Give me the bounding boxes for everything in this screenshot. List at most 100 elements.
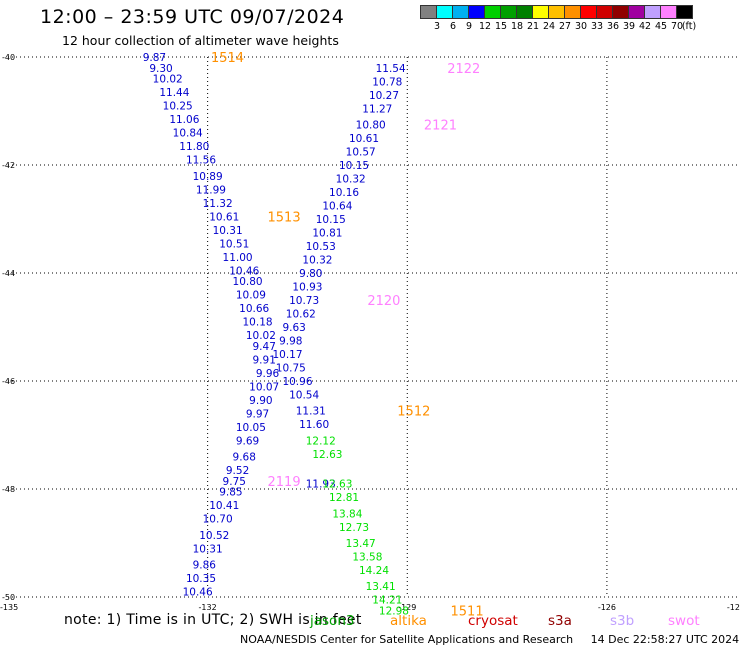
color-scale-label: 45 xyxy=(654,21,668,32)
color-swatch xyxy=(500,5,517,19)
wave-height-label: 10.64 xyxy=(322,201,352,213)
color-swatch xyxy=(580,5,597,19)
color-scale-label: 36 xyxy=(606,21,620,32)
wave-height-label: 12.98 xyxy=(379,606,409,618)
color-scale-label: 33 xyxy=(590,21,604,32)
wave-height-label: 13.47 xyxy=(346,538,376,550)
wave-height-label: 10.32 xyxy=(336,174,366,186)
wave-height-label: 11.56 xyxy=(186,155,216,167)
legend-item-cryosat: cryosat xyxy=(468,613,518,629)
wave-height-label: 10.51 xyxy=(219,238,249,250)
wave-height-label: 10.93 xyxy=(292,282,322,294)
wave-height-label: 10.52 xyxy=(199,530,229,542)
wave-height-label: 9.85 xyxy=(219,487,242,499)
wave-height-label: 10.16 xyxy=(329,187,359,199)
wave-height-label: 14.24 xyxy=(359,565,389,577)
wave-height-label: 10.15 xyxy=(316,214,346,226)
wave-height-label: 10.15 xyxy=(339,160,369,172)
x-tick-label: -12 xyxy=(727,603,740,612)
color-scale-label: 9 xyxy=(465,21,473,32)
color-scale-label: 3 xyxy=(433,21,441,32)
wave-height-label: 10.57 xyxy=(346,147,376,159)
color-scale-bar xyxy=(420,5,693,19)
legend-item-altika: altika xyxy=(390,613,427,629)
wave-height-label: 11.99 xyxy=(196,184,226,196)
color-scale-label: (ft) xyxy=(681,21,697,32)
wave-height-label: 9.87 xyxy=(143,52,166,64)
wave-height-label: 11.27 xyxy=(362,103,392,115)
color-swatch xyxy=(660,5,677,19)
wave-height-label: 10.09 xyxy=(236,290,266,302)
wave-height-label: 10.61 xyxy=(349,133,379,145)
color-swatch xyxy=(420,5,437,19)
wave-height-label: 12.12 xyxy=(306,435,336,447)
wave-height-label: 11.31 xyxy=(296,406,326,418)
wave-height-label: 9.52 xyxy=(226,465,249,477)
wave-height-label: 10.27 xyxy=(369,90,399,102)
pass-number-label: 1513 xyxy=(268,210,301,225)
footer-credit: NOAA/NESDIS Center for Satellite Applica… xyxy=(240,633,574,646)
wave-height-label: 10.35 xyxy=(186,573,216,585)
wave-height-label: 12.63 xyxy=(312,449,342,461)
wave-height-label: 11.60 xyxy=(299,419,329,431)
wave-height-label: 10.31 xyxy=(193,543,223,555)
color-scale-label: 15 xyxy=(494,21,508,32)
wave-height-label: 10.75 xyxy=(276,363,306,375)
wave-height-label: 10.81 xyxy=(312,228,342,240)
wave-height-label: 10.25 xyxy=(163,101,193,113)
wave-height-label: 9.97 xyxy=(246,408,269,420)
y-tick-label: -50 xyxy=(2,593,15,602)
wave-height-label: 10.89 xyxy=(193,171,223,183)
wave-height-label: 10.73 xyxy=(289,295,319,307)
wave-height-label: 12.81 xyxy=(329,492,359,504)
pass-number-label: 2121 xyxy=(424,119,457,134)
y-tick-label: -42 xyxy=(2,161,15,170)
wave-height-label: 13.41 xyxy=(366,581,396,593)
color-swatch xyxy=(484,5,501,19)
chart-marks: 9.879.3010.0211.4410.2511.0610.8411.8011… xyxy=(143,51,484,620)
color-swatch xyxy=(436,5,453,19)
wave-height-label: 11.44 xyxy=(159,87,189,99)
legend-item-s3b: s3b xyxy=(610,613,635,629)
wave-height-label: 9.47 xyxy=(253,341,276,353)
legend-item-jason3: jason3 xyxy=(310,613,355,629)
color-swatch xyxy=(468,5,485,19)
wave-height-label: 9.98 xyxy=(279,336,302,348)
color-scale-label: 24 xyxy=(542,21,556,32)
wave-height-label: 10.18 xyxy=(243,317,273,329)
color-scale-label: 70 xyxy=(670,21,684,32)
wave-height-label: 11.93 xyxy=(306,479,336,491)
wave-height-label: 13.58 xyxy=(352,552,382,564)
wave-height-label: 10.96 xyxy=(282,376,312,388)
chart-note: note: 1) Time is in UTC; 2) SWH is in fe… xyxy=(64,612,362,628)
color-swatch xyxy=(548,5,565,19)
wave-height-label: 10.78 xyxy=(372,76,402,88)
wave-height-label: 13.84 xyxy=(332,508,362,520)
wave-height-label: 9.30 xyxy=(149,63,172,75)
pass-number-label: 2119 xyxy=(268,475,301,490)
wave-height-label: 12.63 xyxy=(322,479,352,491)
wave-height-label: 10.66 xyxy=(239,303,269,315)
wave-height-label: 9.90 xyxy=(249,395,272,407)
color-scale-label: 18 xyxy=(510,21,524,32)
axis-tick-labels: -40-42-44-46-48-50-135-132-129-126-123-1… xyxy=(0,53,740,612)
wave-height-label: 10.17 xyxy=(272,349,302,361)
color-swatch xyxy=(516,5,533,19)
wave-height-label: 14.21 xyxy=(372,595,402,607)
color-scale-label: 27 xyxy=(558,21,572,32)
wave-height-label: 11.32 xyxy=(203,198,233,210)
color-swatch xyxy=(612,5,629,19)
pass-number-label: 1511 xyxy=(451,605,484,620)
wave-height-label: 11.00 xyxy=(223,252,253,264)
wave-height-label: 11.80 xyxy=(179,141,209,153)
wave-height-label: 9.68 xyxy=(233,452,256,464)
chart-title: 12:00 – 23:59 UTC 09/07/2024 xyxy=(40,6,345,28)
wave-height-label: 11.06 xyxy=(169,114,199,126)
color-swatch xyxy=(532,5,549,19)
pass-number-label: 1512 xyxy=(397,405,430,420)
y-tick-label: -46 xyxy=(2,377,15,386)
y-tick-label: -40 xyxy=(2,53,15,62)
color-swatch xyxy=(644,5,661,19)
color-swatch xyxy=(596,5,613,19)
